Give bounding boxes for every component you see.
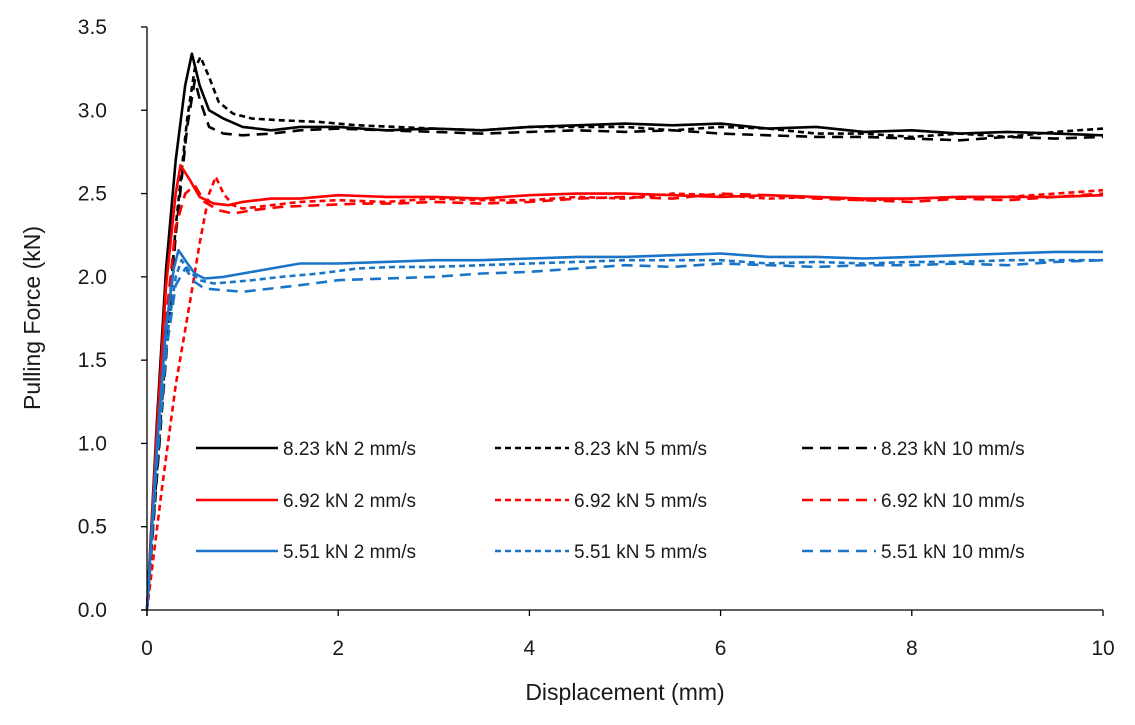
series-line-7 [145, 248, 1103, 611]
legend-item: 6.92 kN 5 mm/s [495, 491, 707, 512]
series-line-5 [145, 175, 1104, 611]
y-ticks: 0.0 0.5 1.0 1.5 2.0 2.5 3.0 3.5 [78, 16, 147, 622]
x-tick-label: 8 [906, 637, 918, 660]
legend-item: 6.92 kN 2 mm/s [196, 491, 416, 512]
x-tick-label: 6 [715, 637, 727, 660]
legend-item: 5.51 kN 2 mm/s [196, 542, 416, 563]
x-tick-label: 2 [332, 637, 344, 660]
series-line-3 [145, 79, 1104, 611]
x-tick-label: 10 [1091, 637, 1114, 660]
y-tick-label: 0.5 [78, 516, 107, 539]
legend-item: 6.92 kN 10 mm/s [802, 491, 1025, 512]
series-line-2 [145, 55, 1104, 611]
legend-item: 5.51 kN 10 mm/s [802, 542, 1025, 563]
legend-label: 5.51 kN 2 mm/s [283, 542, 416, 563]
x-tick-label: 4 [524, 637, 536, 660]
x-axis-title: Displacement (mm) [525, 679, 724, 705]
y-tick-label: 2.0 [78, 266, 107, 289]
series-line-1 [145, 52, 1104, 611]
legend-label: 6.92 kN 10 mm/s [881, 491, 1025, 512]
legend-label: 5.51 kN 5 mm/s [574, 542, 707, 563]
axes: 0.0 0.5 1.0 1.5 2.0 2.5 3.0 3.5 0 2 4 6 8 10 [78, 16, 1115, 660]
series-line-8 [145, 258, 1103, 611]
legend-label: 6.92 kN 2 mm/s [283, 491, 416, 512]
x-ticks: 0 2 4 6 8 10 [141, 610, 1115, 660]
legend-item: 8.23 kN 2 mm/s [196, 439, 416, 460]
y-tick-label: 0.0 [78, 599, 107, 622]
legend-label: 8.23 kN 10 mm/s [881, 439, 1025, 460]
x-tick-label: 0 [141, 637, 153, 660]
legend-item: 8.23 kN 10 mm/s [802, 439, 1025, 460]
y-axis-title: Pulling Force (kN) [19, 226, 45, 410]
legend-label: 5.51 kN 10 mm/s [881, 542, 1025, 563]
legend: 8.23 kN 2 mm/s 8.23 kN 5 mm/s 8.23 kN 10 m… [196, 439, 1025, 563]
y-tick-label: 1.0 [78, 432, 107, 455]
legend-item: 5.51 kN 5 mm/s [495, 542, 707, 563]
y-tick-label: 2.5 [78, 183, 107, 206]
y-tick-label: 3.5 [78, 16, 107, 39]
y-tick-label: 3.0 [78, 99, 107, 122]
y-tick-label: 1.5 [78, 349, 107, 372]
legend-label: 8.23 kN 2 mm/s [283, 439, 416, 460]
legend-label: 8.23 kN 5 mm/s [574, 439, 707, 460]
series-layer [145, 52, 1104, 611]
legend-item: 8.23 kN 5 mm/s [495, 439, 707, 460]
legend-label: 6.92 kN 5 mm/s [574, 491, 707, 512]
